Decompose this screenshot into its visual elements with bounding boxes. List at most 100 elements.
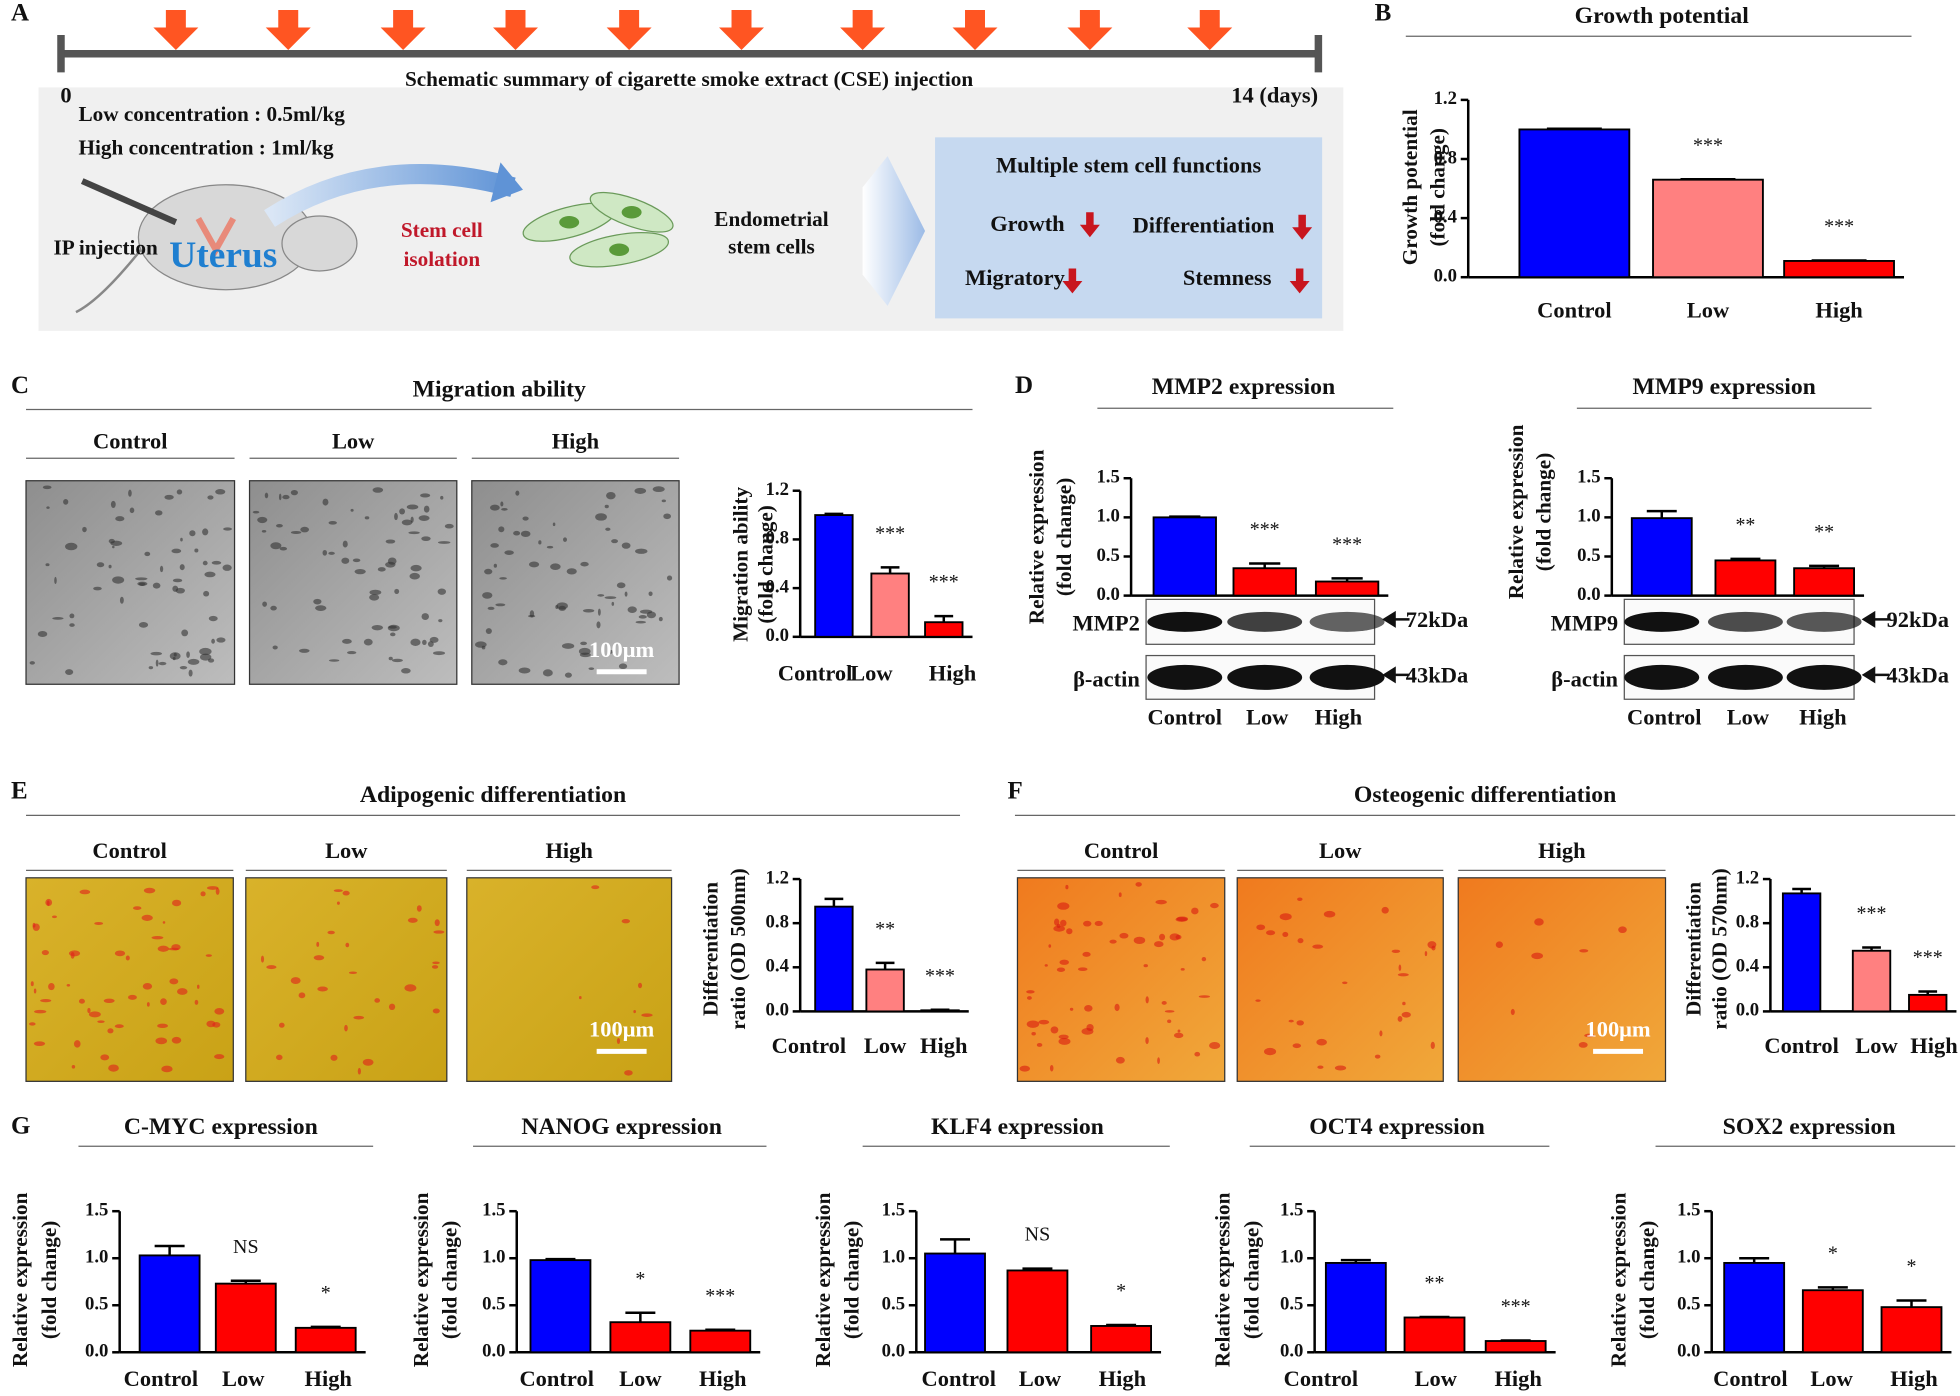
dose: High concentration : 1ml/kg (78, 136, 334, 160)
significance: * (1116, 1280, 1126, 1302)
texture (33, 1041, 46, 1047)
injection-arrow (840, 9, 886, 50)
panel-label: D (1015, 372, 1033, 399)
texture (618, 663, 628, 670)
texture (262, 601, 267, 607)
scale-label: 100μm (1585, 1017, 1650, 1042)
y-tick-label: 1.5 (1280, 1199, 1303, 1220)
texture (211, 638, 215, 644)
x-tick-label: High (1799, 704, 1847, 729)
texture (151, 936, 164, 940)
texture (1578, 1042, 1588, 1048)
texture (300, 526, 310, 533)
texture (103, 998, 115, 1003)
size-label: 43kDa (1887, 663, 1949, 688)
texture (409, 572, 420, 580)
significance: *** (1857, 903, 1887, 925)
texture (1256, 924, 1266, 931)
texture (369, 589, 382, 596)
texture (344, 1024, 348, 1032)
bar (814, 905, 854, 1013)
y-tick-label: 0.8 (1736, 911, 1759, 932)
texture (1297, 938, 1304, 944)
texture (635, 620, 646, 624)
x-tick-label: High (699, 1366, 747, 1391)
texture (550, 563, 561, 571)
bar (1723, 1261, 1786, 1354)
texture (421, 536, 431, 542)
texture (266, 965, 277, 970)
texture (1058, 1034, 1069, 1040)
texture (444, 523, 454, 529)
texture (597, 594, 605, 597)
x-tick-label: Control (1537, 297, 1611, 322)
texture (388, 1003, 396, 1011)
texture (328, 520, 337, 525)
texture (1312, 944, 1324, 949)
texture (298, 992, 306, 999)
texture (1019, 1065, 1030, 1072)
texture (1430, 1041, 1435, 1050)
micrograph (1016, 877, 1226, 1082)
x-tick-label: High (920, 1033, 968, 1058)
texture (260, 955, 265, 963)
texture (45, 898, 53, 907)
texture (144, 551, 151, 557)
chart-title: SOX2 expression (1723, 1114, 1896, 1140)
texture (604, 504, 609, 509)
texture (202, 528, 209, 536)
texture (1054, 918, 1060, 926)
texture (214, 1007, 225, 1015)
texture (135, 577, 148, 581)
bar (1783, 260, 1895, 279)
function: Differentiation (1133, 212, 1275, 237)
texture (290, 490, 298, 496)
texture (342, 638, 352, 644)
texture (513, 530, 521, 536)
texture (30, 981, 34, 987)
injection-arrow (1067, 9, 1113, 50)
texture (388, 625, 397, 629)
timeline-end: 14 (days) (1231, 83, 1318, 108)
y-tick-label: 0.8 (766, 528, 789, 549)
texture (222, 564, 232, 571)
injection-arrow (265, 9, 311, 50)
texture (624, 591, 628, 597)
x-tick-label: Low (1727, 704, 1770, 729)
texture (1164, 1010, 1175, 1013)
y-tick-label: 1.0 (1577, 506, 1600, 527)
x-tick-label: Control (1764, 1033, 1838, 1058)
texture (1109, 939, 1117, 944)
texture (1048, 944, 1052, 948)
texture (408, 531, 420, 535)
texture (142, 983, 153, 990)
texture (1154, 941, 1164, 948)
texture (440, 495, 444, 500)
texture (328, 551, 335, 555)
texture (1374, 1054, 1381, 1059)
texture (1069, 1007, 1074, 1011)
texture (399, 508, 405, 515)
texture (278, 1022, 285, 1028)
x-tick-label: High (1890, 1366, 1938, 1391)
size-label: 72kDa (1406, 607, 1468, 632)
x-tick-label: Low (1855, 1033, 1898, 1058)
texture (1495, 941, 1503, 949)
significance: * (635, 1268, 645, 1290)
section-title: Adipogenic differentiation (360, 782, 626, 808)
function: Stemness (1183, 265, 1272, 290)
texture (1427, 941, 1437, 949)
texture (68, 950, 81, 957)
texture (33, 988, 37, 994)
texture (407, 917, 418, 923)
bar (1314, 580, 1380, 597)
chart-title: KLF4 expression (931, 1114, 1104, 1140)
significance: ** (1425, 1272, 1445, 1294)
texture (484, 568, 493, 575)
texture (1296, 1020, 1304, 1026)
y-axis-label: Relative expression (811, 1192, 835, 1367)
texture (146, 1002, 150, 1007)
texture (189, 530, 196, 537)
texture (108, 538, 115, 544)
